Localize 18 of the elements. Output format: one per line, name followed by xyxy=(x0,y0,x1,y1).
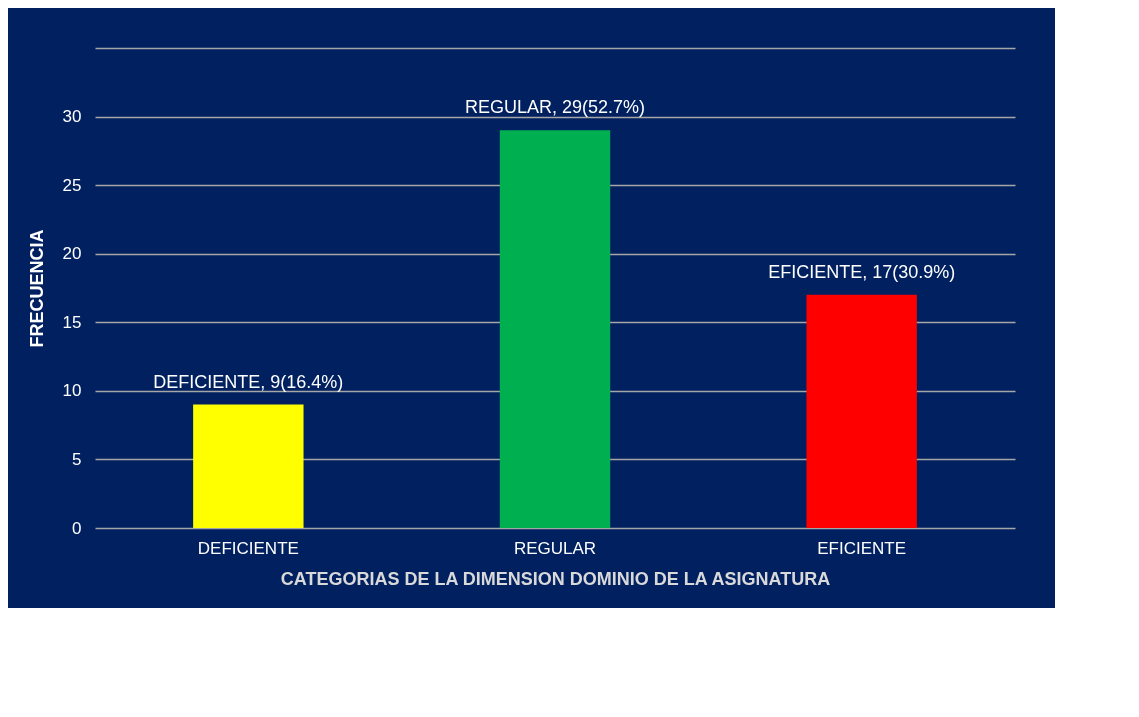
y-axis-title: FRECUENCIA xyxy=(26,229,47,348)
x-axis-title: CATEGORIAS DE LA DIMENSION DOMINIO DE LA ASIGNATURA xyxy=(280,568,831,589)
y-tick-label: 30 xyxy=(62,107,82,127)
y-tick-label: 5 xyxy=(72,449,82,469)
y-tick-label: 25 xyxy=(62,175,82,195)
bar xyxy=(806,294,917,528)
y-tick-label: 10 xyxy=(62,381,82,401)
bar xyxy=(193,404,304,528)
data-label: DEFICIENTE, 9(16.4%) xyxy=(153,371,344,392)
y-tick-label: 15 xyxy=(62,312,82,332)
y-tick-label: 0 xyxy=(72,518,82,538)
x-tick-label: DEFICIENTE xyxy=(197,538,299,558)
bar xyxy=(499,130,611,528)
data-label: REGULAR, 29(52.7%) xyxy=(464,97,646,118)
x-tick-label: EFICIENTE xyxy=(817,538,907,558)
y-tick-label: 20 xyxy=(62,244,82,264)
data-label: EFICIENTE, 17(30.9%) xyxy=(768,261,956,282)
x-tick-label: REGULAR xyxy=(513,538,597,558)
